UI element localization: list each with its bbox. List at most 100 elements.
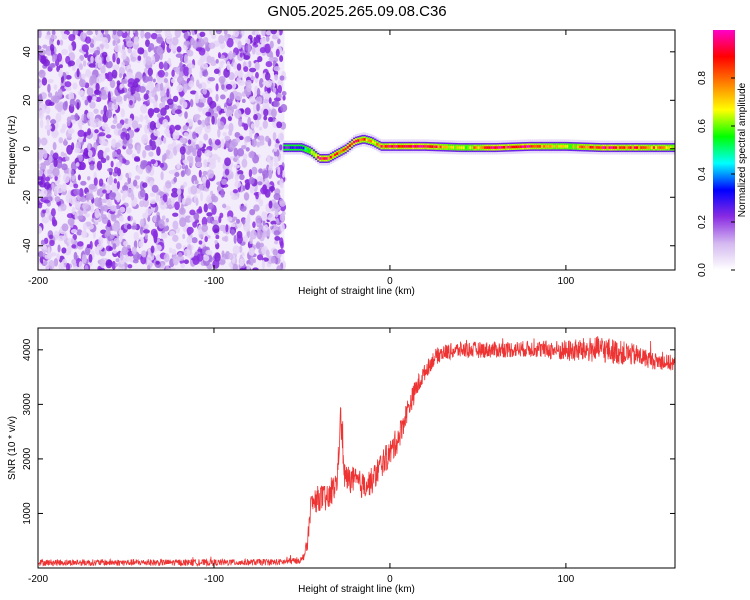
snr-x-ticks: -200 -100 0 100 (28, 328, 575, 585)
ridge-core (399, 145, 402, 148)
snr-y-ticks: 1000 2000 3000 4000 (22, 338, 675, 525)
noise-speckle (198, 240, 203, 245)
noise-speckle (61, 247, 67, 254)
noise-speckle (116, 123, 123, 129)
noise-speckle (274, 209, 279, 218)
noise-speckle (241, 158, 248, 168)
noise-speckle (266, 87, 272, 94)
noise-speckle (189, 99, 194, 108)
noise-speckle (264, 211, 268, 221)
noise-speckle (254, 134, 258, 140)
noise-speckle (153, 129, 161, 137)
noise-speckle (71, 169, 75, 177)
ridge-core (414, 145, 417, 148)
noise-speckle (268, 185, 276, 192)
snr-y-axis-label: SNR (10 * v/v) (7, 416, 18, 480)
noise-speckle (109, 234, 115, 240)
noise-speckle (215, 30, 221, 33)
noise-speckle (242, 185, 246, 191)
noise-speckle (248, 176, 255, 185)
noise-speckle (142, 182, 148, 188)
noise-speckle (204, 235, 208, 243)
noise-speckle (77, 215, 84, 220)
ridge-core (610, 146, 614, 149)
noise-speckle (127, 143, 134, 150)
noise-speckle (42, 59, 50, 67)
noise-speckle (232, 263, 238, 270)
noise-speckle (217, 118, 221, 128)
noise-speckle (57, 244, 61, 253)
noise-speckle (42, 44, 48, 49)
noise-speckle (142, 149, 147, 159)
ridge-core (602, 146, 605, 149)
noise-speckle (84, 246, 91, 256)
snr-frame (37, 327, 676, 569)
ridge-core (283, 146, 286, 149)
colorbar-tick-label: 0.6 (697, 119, 708, 133)
noise-speckle (61, 33, 68, 40)
noise-speckle (38, 163, 41, 169)
noise-speckle (241, 218, 246, 225)
noise-speckle (171, 36, 179, 46)
noise-speckle (43, 199, 51, 204)
ridge-core (481, 146, 485, 149)
noise-speckle (149, 139, 153, 146)
noise-speckle (203, 133, 209, 141)
noise-speckle (268, 200, 273, 209)
noise-speckle (116, 181, 120, 190)
noise-speckle (221, 84, 225, 91)
noise-speckle (81, 95, 87, 101)
noise-speckle (222, 132, 227, 137)
noise-speckle (265, 30, 272, 36)
noise-speckle (125, 172, 129, 178)
noise-speckle (179, 146, 186, 155)
ridge-core (524, 145, 527, 148)
noise-speckle (223, 68, 230, 78)
ridge-core (591, 145, 595, 149)
noise-speckle (172, 212, 179, 217)
noise-speckle (119, 83, 125, 89)
noise-speckle (149, 180, 155, 187)
snr-plot-area (38, 336, 675, 567)
noise-speckle (209, 100, 217, 109)
noise-speckle (239, 267, 246, 270)
noise-speckle (203, 203, 208, 213)
noise-speckle (270, 220, 278, 225)
noise-speckle (215, 93, 219, 102)
noise-speckle (74, 112, 79, 122)
noise-speckle (262, 99, 269, 104)
noise-speckle (142, 229, 150, 234)
ridge-core (287, 146, 290, 149)
y-tick-label: 20 (22, 94, 33, 106)
ridge-core (498, 146, 502, 149)
ridge-core (585, 145, 588, 149)
noise-speckle (258, 199, 264, 207)
spectrogram-frame (37, 29, 676, 271)
ridge-core (483, 146, 487, 149)
ridge-core (346, 146, 350, 149)
noise-speckle (105, 259, 113, 269)
noise-speckle (224, 235, 229, 242)
noise-speckle (114, 262, 118, 267)
ridge-core (587, 145, 590, 149)
noise-speckle (71, 206, 76, 216)
ridge-core (350, 142, 354, 146)
noise-speckle (202, 170, 208, 176)
noise-speckle (68, 33, 76, 42)
noise-speckle (197, 102, 205, 108)
noise-speckle (98, 236, 104, 246)
noise-speckle (86, 86, 94, 96)
noise-speckle (115, 95, 123, 103)
noise-speckle (268, 97, 272, 104)
ridge-core (365, 138, 369, 142)
noise-speckle (250, 123, 255, 129)
ridge-core (359, 138, 362, 142)
noise-speckle (267, 213, 275, 222)
noise-speckle (259, 46, 266, 54)
ridge-core (410, 145, 413, 148)
noise-speckle (255, 95, 263, 106)
noise-speckle (89, 43, 95, 48)
noise-speckle (220, 188, 225, 198)
noise-speckle (206, 55, 212, 64)
noise-speckle (179, 137, 186, 144)
